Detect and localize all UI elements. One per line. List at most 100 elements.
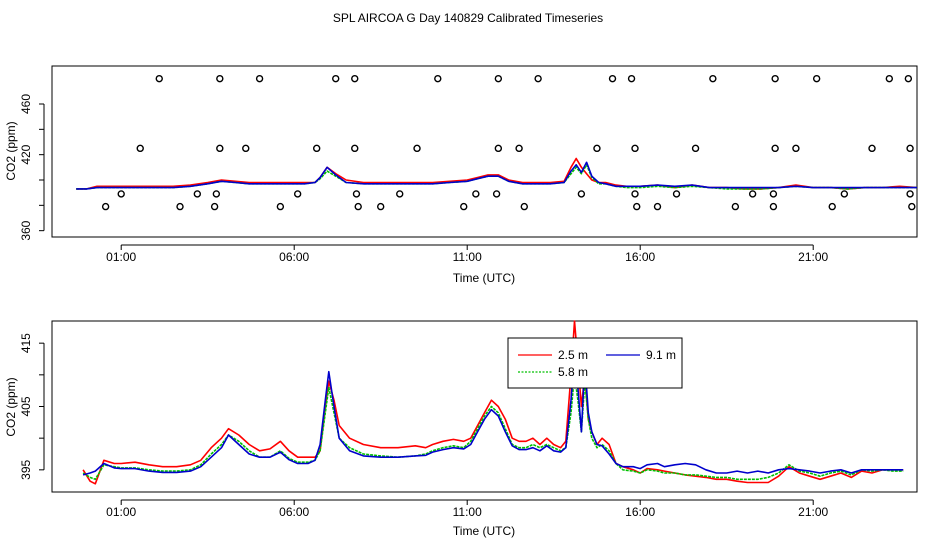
bottom-x-tick-label: 21:00 (798, 505, 828, 519)
flag-marker (840, 190, 849, 198)
flag-marker (117, 190, 125, 198)
flag-marker (515, 144, 523, 153)
flag-marker (351, 144, 359, 153)
flag-marker (792, 144, 800, 153)
flag-marker (413, 144, 421, 153)
flag-marker (577, 190, 586, 198)
flag-marker (731, 202, 740, 211)
flag-marker (633, 202, 641, 211)
top-x-tick-label: 21:00 (798, 250, 828, 264)
top-x-tick-label: 16:00 (625, 250, 655, 264)
bottom-y-axis-label: CO2 (ppm) (4, 377, 18, 436)
flag-marker (101, 202, 110, 211)
bottom-plot-frame (51, 320, 918, 493)
bottom-panel: 01:00 06:00 11:00 16:00 21:00 395 405 415 Time… (4, 320, 918, 538)
flag-marker (771, 74, 779, 83)
flag-marker (593, 144, 601, 153)
flag-marker (255, 74, 264, 83)
top-series-9.1m (76, 161, 917, 190)
top-x-tick-label: 11:00 (453, 250, 482, 264)
flag-marker (828, 202, 836, 211)
legend-label-2.5m: 2.5 m (558, 348, 588, 362)
flag-marker (472, 190, 480, 198)
flag-marker (534, 74, 542, 83)
flag-marker (351, 74, 359, 83)
legend: 2.5 m 5.8 m 9.1 m (507, 337, 683, 389)
top-x-axis-label: Time (UTC) (453, 271, 515, 285)
flag-marker (354, 202, 362, 211)
bottom-x-tick-label: 06:00 (279, 505, 309, 519)
flag-marker (492, 190, 501, 198)
flag-marker (396, 190, 404, 198)
flag-marker (769, 202, 778, 211)
bottom-x-tick-label: 16:00 (625, 505, 655, 519)
flag-marker (216, 74, 224, 83)
flag-marker (771, 144, 779, 153)
chart-title: SPL AIRCOA G Day 140829 Calibrated Times… (333, 11, 603, 25)
flag-marker (242, 144, 250, 153)
flag-marker (709, 74, 717, 83)
top-y-axis-label: CO2 (ppm) (4, 121, 18, 180)
flag-marker (332, 74, 340, 83)
legend-label-5.8m: 5.8 m (558, 365, 588, 379)
top-y-tick-label: 420 (19, 144, 33, 164)
top-y-axis: 360 420 460 (19, 94, 45, 241)
bottom-series-5.8m (82, 373, 904, 481)
flag-marker (276, 202, 285, 211)
flag-marker (155, 74, 163, 83)
top-x-tick-label: 06:00 (279, 250, 309, 264)
flag-marker (691, 144, 700, 153)
flag-marker (653, 202, 662, 211)
bottom-series-2.5m (82, 320, 904, 485)
top-x-axis: 01:00 06:00 11:00 16:00 21:00 (106, 244, 829, 264)
top-flag-markers (101, 74, 916, 211)
flag-marker (631, 190, 639, 198)
flag-marker (906, 144, 914, 153)
flag-marker (377, 202, 385, 211)
flag-marker (176, 202, 184, 211)
flag-marker (312, 144, 321, 153)
flag-marker (352, 190, 361, 198)
top-y-tick-label: 360 (19, 220, 33, 240)
flag-marker (631, 144, 639, 153)
flag-marker (212, 190, 221, 198)
flag-marker (748, 190, 757, 198)
flag-marker (216, 144, 224, 153)
top-y-tick-label: 460 (19, 94, 33, 114)
flag-marker (460, 202, 468, 211)
bottom-x-axis: 01:00 06:00 11:00 16:00 21:00 (106, 499, 829, 519)
flag-marker (868, 144, 876, 153)
flag-marker (136, 144, 144, 153)
flag-marker (627, 74, 636, 83)
top-plot-frame (51, 65, 918, 238)
flag-marker (608, 74, 617, 83)
flag-marker (769, 190, 778, 198)
flag-marker (908, 202, 916, 211)
flag-marker (494, 74, 503, 83)
top-panel: 01:00 06:00 11:00 16:00 21:00 360 420 460 Time… (4, 65, 918, 285)
bottom-y-tick-label: 405 (19, 396, 33, 416)
flag-marker (904, 74, 913, 83)
bottom-series-lines (82, 320, 904, 485)
top-series-lines (76, 157, 918, 190)
flag-marker (494, 144, 503, 153)
bottom-series-9.1m (82, 354, 904, 476)
flag-marker (293, 190, 302, 198)
top-x-tick-label: 01:00 (106, 250, 136, 264)
legend-box (507, 337, 683, 389)
flag-marker (906, 190, 914, 198)
bottom-x-tick-label: 01:00 (106, 505, 136, 519)
bottom-y-tick-label: 415 (19, 333, 33, 353)
flag-marker (672, 190, 681, 198)
bottom-x-axis-label: Time (UTC) (453, 524, 515, 538)
flag-marker (210, 202, 219, 211)
flag-marker (812, 74, 821, 83)
legend-label-9.1m: 9.1 m (646, 348, 676, 362)
flag-marker (520, 202, 528, 211)
flag-marker (885, 74, 894, 83)
flag-marker (193, 190, 202, 198)
flag-marker (434, 74, 442, 83)
bottom-y-tick-label: 395 (19, 460, 33, 480)
bottom-y-axis: 395 405 415 (19, 333, 45, 480)
